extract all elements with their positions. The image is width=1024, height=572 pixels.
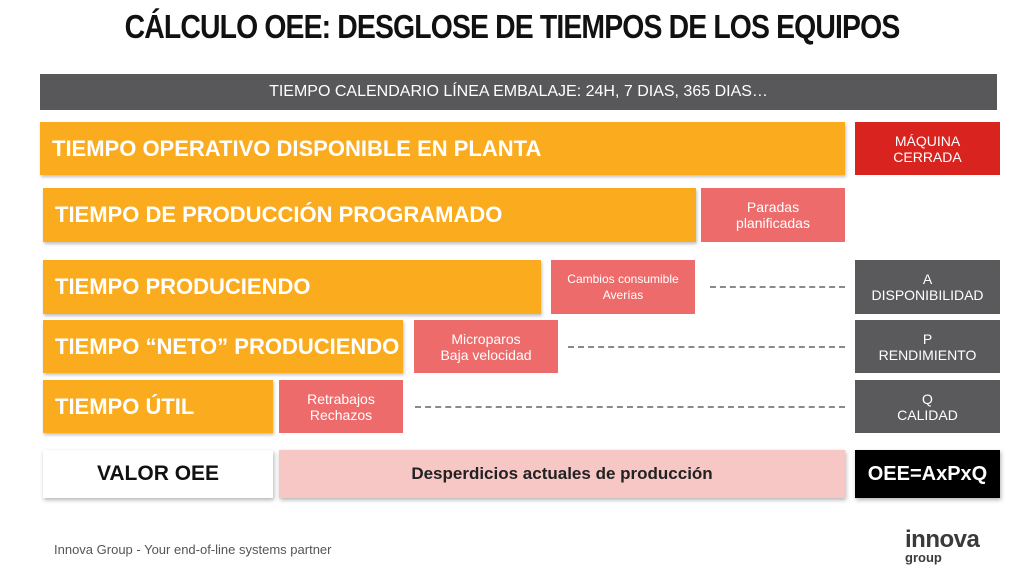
box-line: Rechazos xyxy=(309,406,373,423)
dashed-line xyxy=(710,286,845,288)
loss-box: Retrabajos Rechazos xyxy=(279,380,403,433)
dashed-line xyxy=(415,406,845,408)
box-line: MÁQUINA xyxy=(894,132,961,149)
box-line: Paradas xyxy=(746,199,800,215)
kpi-box: Q CALIDAD xyxy=(855,380,1000,433)
time-bar: TIEMPO DE PRODUCCIÓN PROGRAMADO xyxy=(43,188,696,242)
footer: Innova Group - Your end-of-line systems … xyxy=(54,542,332,557)
box-line: A xyxy=(922,271,933,287)
title: CÁLCULO OEE: DESGLOSE DE TIEMPOS DE LOS … xyxy=(124,8,901,45)
box-line: Microparos xyxy=(451,330,521,347)
box-line: CALIDAD xyxy=(897,406,958,423)
box-line: Q xyxy=(922,390,933,407)
box-line: Retrabajos xyxy=(307,390,375,407)
loss-box: Cambios consumible Averías xyxy=(551,260,695,314)
time-bar: TIEMPO PRODUCIENDO xyxy=(43,260,541,314)
kpi-box: P RENDIMIENTO xyxy=(855,320,1000,373)
box-line: P xyxy=(922,330,933,347)
loss-box: Microparos Baja velocidad xyxy=(414,320,558,373)
formula-box: OEE=AxPxQ xyxy=(855,450,1000,498)
box-line: DISPONIBILIDAD xyxy=(871,287,984,303)
box-line: Baja velocidad xyxy=(440,346,532,363)
closed-box: MÁQUINA CERRADA xyxy=(855,122,1000,175)
time-bar: TIEMPO “NETO” PRODUCIENDO xyxy=(43,320,403,373)
box-line: Averías xyxy=(602,288,644,302)
loss-box: Paradas planificadas xyxy=(701,188,845,242)
box-line: planificadas xyxy=(736,215,810,231)
time-bar: TIEMPO ÚTIL xyxy=(43,380,273,433)
box-line: CERRADA xyxy=(893,148,962,165)
calendar-bar: TIEMPO CALENDARIO LÍNEA EMBALAJE: 24H, 7… xyxy=(40,74,997,110)
oee-value-box: VALOR OEE xyxy=(43,450,273,498)
box-line: Cambios consumible xyxy=(567,272,679,286)
logo: group xyxy=(905,550,942,565)
dashed-line xyxy=(568,346,845,348)
kpi-box: A DISPONIBILIDAD xyxy=(855,260,1000,314)
box-line: RENDIMIENTO xyxy=(878,346,977,363)
waste-box: Desperdicios actuales de producción xyxy=(279,450,845,498)
time-bar: TIEMPO OPERATIVO DISPONIBLE EN PLANTA xyxy=(40,122,845,175)
logo: innova xyxy=(905,526,980,553)
